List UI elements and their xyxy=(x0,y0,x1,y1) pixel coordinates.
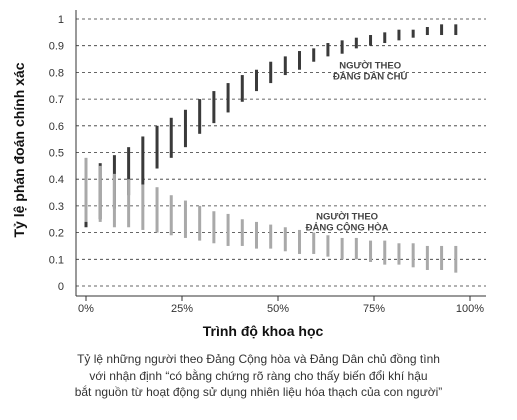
range-bar-series-1 xyxy=(354,237,358,260)
y-tick-label: 0.3 xyxy=(49,201,64,213)
range-bar-series-1 xyxy=(183,200,187,238)
range-bar-series-0 xyxy=(440,24,444,36)
axes xyxy=(75,10,486,301)
x-tick-label: 100% xyxy=(456,303,484,315)
range-bar-series-1 xyxy=(127,179,131,228)
range-bar-series-0 xyxy=(340,40,344,54)
range-bar-series-1 xyxy=(312,232,316,254)
range-bar-series-1 xyxy=(169,195,173,236)
series-label-0: ĐẢNG DÂN CHỦ xyxy=(333,70,408,82)
range-bar-series-0 xyxy=(298,51,302,70)
range-bar-series-1 xyxy=(84,157,88,222)
range-bar-series-0 xyxy=(155,125,159,169)
range-bar-series-0 xyxy=(254,69,258,92)
range-bar-series-0 xyxy=(425,27,429,36)
x-tick-label: 0% xyxy=(78,303,94,315)
range-bar-series-0 xyxy=(269,61,273,84)
range-bar-series-1 xyxy=(369,240,373,262)
range-bar-series-1 xyxy=(226,213,230,246)
range-bar-series-0 xyxy=(198,99,202,134)
caption-line-3: bắt nguồn từ hoạt động sử dụng nhiên liệ… xyxy=(74,385,443,399)
range-bar-series-0 xyxy=(127,147,131,196)
range-bar-series-1 xyxy=(383,240,387,265)
range-bar-series-1 xyxy=(254,221,258,249)
caption-line-1: Tỷ lệ những người theo Đảng Cộng hòa và … xyxy=(77,352,440,366)
y-tick-label: 0.6 xyxy=(49,121,64,133)
range-bar-series-1 xyxy=(112,173,116,228)
caption-line-2: với nhận định “có bằng chứng rõ ràng cho… xyxy=(89,368,428,383)
range-bar-series-1 xyxy=(454,245,458,273)
y-tick-label: 1 xyxy=(58,14,64,26)
y-axis-label: Tỷ lệ phán đoán chính xác xyxy=(11,62,27,237)
range-bar-series-0 xyxy=(397,29,401,41)
y-tick-label: 0.4 xyxy=(49,174,64,186)
range-bar-series-0 xyxy=(212,91,216,124)
range-bar-series-1 xyxy=(155,187,159,233)
range-bar-series-0 xyxy=(369,35,373,46)
range-bar-series-1 xyxy=(198,205,202,241)
range-bar-series-1 xyxy=(411,243,415,268)
range-bar-series-1 xyxy=(397,243,401,265)
range-bar-series-1 xyxy=(440,245,444,270)
y-tick-label: 0.9 xyxy=(49,41,64,53)
x-tick-label: 50% xyxy=(267,303,289,315)
range-bar-series-1 xyxy=(212,211,216,244)
range-bar-series-0 xyxy=(226,83,230,113)
range-bar-series-0 xyxy=(383,32,387,44)
range-bar-series-1 xyxy=(326,235,330,257)
y-tick-label: 0.2 xyxy=(49,228,64,240)
tick-labels: 0 0.1 0.2 0.3 0.4 0.5 0.6 0.7 0.8 0.9 1 0% 25% 50% 75%… xyxy=(49,14,485,315)
grid-lines xyxy=(76,18,486,287)
range-bar-series-1 xyxy=(240,219,244,246)
series-label-1: NGƯỜI THEO xyxy=(316,210,378,222)
x-tick-label: 75% xyxy=(363,303,385,315)
range-bar-series-0 xyxy=(141,136,145,185)
y-tick-label: 0.1 xyxy=(49,254,64,266)
range-bar-series-0 xyxy=(411,29,415,38)
range-bar-series-0 xyxy=(326,43,330,57)
range-bar-series-1 xyxy=(425,245,429,270)
range-bar-series-1 xyxy=(298,229,302,254)
range-bar-series-0 xyxy=(169,117,173,158)
range-bar-series-0 xyxy=(354,37,358,49)
chart: 0 0.1 0.2 0.3 0.4 0.5 0.6 0.7 0.8 0.9 1 0% 25% 50% 75%… xyxy=(11,10,486,339)
range-bar-series-1 xyxy=(269,224,273,249)
y-tick-label: 0.8 xyxy=(49,67,64,79)
y-tick-label: 0 xyxy=(58,281,64,293)
x-tick-label: 25% xyxy=(171,303,193,315)
y-tick-label: 0.5 xyxy=(49,148,64,160)
series-label-1: ĐẢNG CỘNG HÒA xyxy=(306,221,389,233)
range-bar-series-1 xyxy=(98,165,102,222)
range-bar-series-0 xyxy=(240,75,244,102)
range-bar-series-0 xyxy=(283,56,287,76)
range-bar-series-1 xyxy=(141,184,145,230)
range-bar-series-0 xyxy=(312,48,316,62)
series-label-0: NGƯỜI THEO xyxy=(339,59,401,71)
range-bar-series-0 xyxy=(183,109,187,148)
range-bars xyxy=(84,24,458,273)
y-tick-label: 0.7 xyxy=(49,94,64,106)
range-bar-series-1 xyxy=(283,227,287,252)
range-bar-series-1 xyxy=(340,237,344,260)
range-bar-series-0 xyxy=(454,24,458,36)
x-axis-label: Trình độ khoa học xyxy=(203,323,324,339)
caption: Tỷ lệ những người theo Đảng Cộng hòa và … xyxy=(0,351,517,401)
